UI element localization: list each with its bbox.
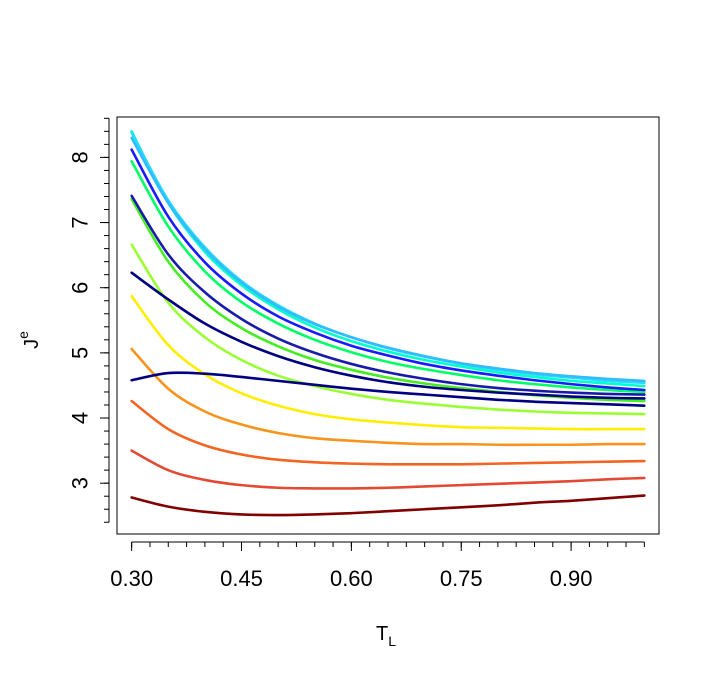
series-line-13 [130, 194, 646, 396]
plot-frame [116, 116, 660, 535]
y-axis: 3 4 5 6 7 8 [68, 117, 110, 523]
y-tick-label: 6 [68, 282, 93, 294]
x-tick-label: 0.45 [220, 566, 263, 591]
x-tick-label: 0.60 [330, 566, 373, 591]
x-tick-label: 0.90 [550, 566, 593, 591]
series-line-9 [130, 130, 646, 388]
y-axis-title: Je [15, 331, 43, 349]
y-tick-label: 4 [68, 412, 93, 424]
x-tick-label: 0.30 [110, 566, 153, 591]
series-line-6 [130, 243, 646, 416]
series-line-3 [130, 399, 646, 466]
y-tick-label: 5 [68, 347, 93, 359]
series-line-4 [130, 347, 646, 447]
series-line-10 [130, 131, 646, 385]
y-tick-label: 7 [68, 216, 93, 228]
y-tick-label: 3 [68, 477, 93, 489]
x-axis: 0.30 0.45 0.60 0.75 0.90 [110, 541, 645, 591]
series-line-5 [130, 294, 646, 431]
x-axis-title: TL [376, 623, 396, 649]
series-line-7 [130, 197, 646, 403]
series-layer [130, 130, 646, 517]
series-line-15 [130, 371, 646, 407]
series-line-2 [130, 449, 646, 490]
series-line-14 [130, 271, 646, 400]
series-line-1 [130, 494, 646, 517]
series-line-12 [130, 148, 646, 392]
x-tick-label: 0.75 [440, 566, 483, 591]
y-tick-label: 8 [68, 151, 93, 163]
series-line-11 [130, 136, 646, 383]
series-line-8 [130, 160, 646, 394]
